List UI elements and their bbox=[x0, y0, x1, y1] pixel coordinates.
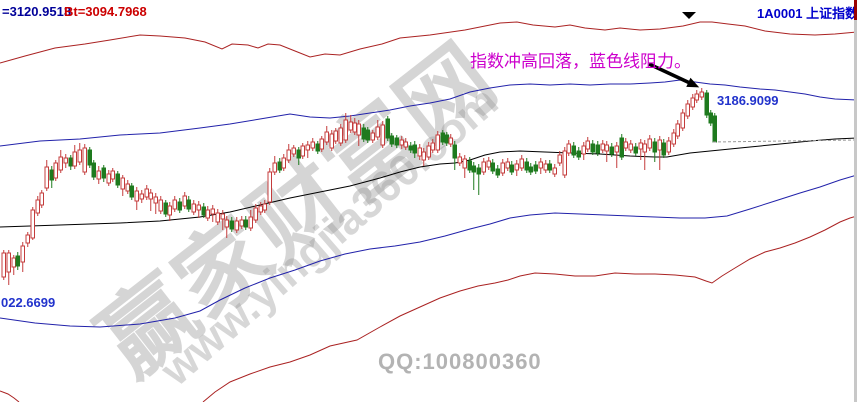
price-label-high: 3186.9099 bbox=[717, 93, 779, 108]
resistance-dashed-line bbox=[712, 139, 857, 143]
indicator-value-bt: Bt=3094.7968 bbox=[64, 4, 147, 19]
watermark-qq-number: QQ:100800360 bbox=[378, 349, 542, 374]
right-border-scrollbar[interactable] bbox=[854, 20, 857, 402]
price-label-left: 022.6699 bbox=[1, 295, 56, 310]
annotation-text: 指数冲高回落，蓝色线阻力。 bbox=[470, 52, 691, 71]
indicator-value-main: =3120.9513 bbox=[2, 4, 72, 19]
annotation-arrow-icon bbox=[648, 62, 700, 88]
top-triangle-marker-icon bbox=[682, 12, 696, 19]
band-lines-group bbox=[0, 21, 857, 402]
symbol-title: 1A0001 上证指数 bbox=[757, 6, 857, 21]
right-border-red bbox=[854, 0, 857, 20]
candles-group bbox=[1, 88, 717, 285]
